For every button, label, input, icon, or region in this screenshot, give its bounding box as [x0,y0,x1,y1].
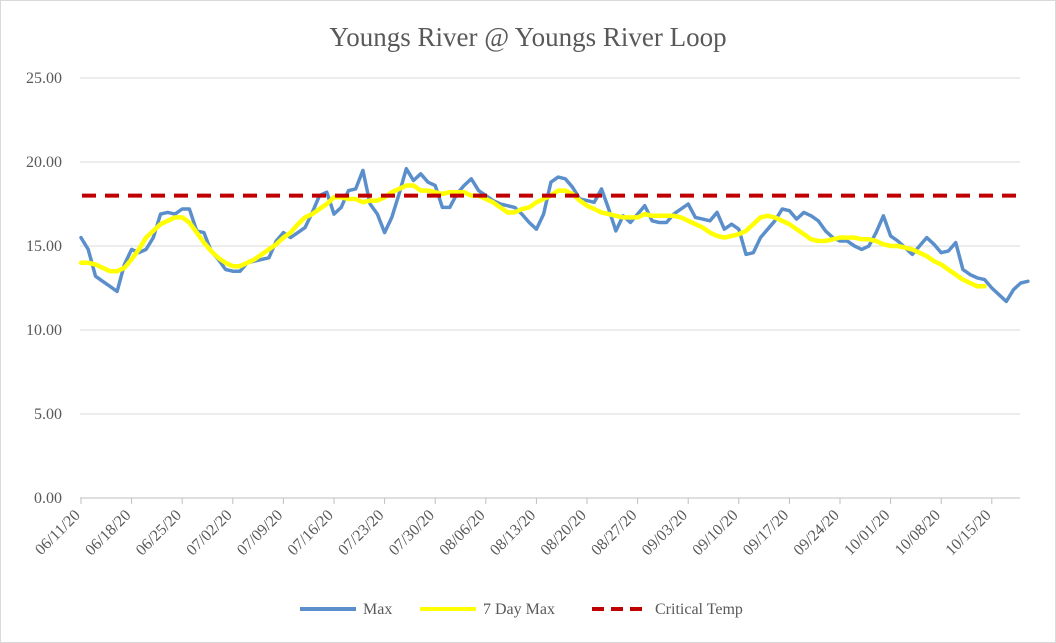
y-tick-label: 0.00 [34,490,62,507]
x-tick-label: 07/30/20 [386,507,438,559]
x-tick-label: 07/09/20 [234,507,286,559]
y-tick-label: 25.00 [26,70,62,87]
x-tick-label: 10/15/20 [942,507,994,559]
x-tick-label: 08/06/20 [436,507,488,559]
y-tick-label: 10.00 [26,322,62,339]
legend-critical-temp-label: Critical Temp [655,601,743,618]
x-tick-label: 08/27/20 [588,507,640,559]
axes: 0.00 5.00 10.00 15.00 20.00 25.00 06/11/2006/1… [26,70,1020,559]
x-tick-label: 06/11/20 [32,507,84,559]
legend-7-day-max-label: 7 Day Max [483,601,555,618]
x-tick-label: 08/13/20 [487,507,539,559]
x-tick-label: 08/20/20 [538,507,590,559]
x-tick-label: 10/01/20 [841,507,893,559]
legend: Max 7 Day Max Critical Temp [300,601,743,618]
x-tick-label: 09/10/20 [689,507,741,559]
x-tick-label: 07/02/20 [183,507,235,559]
x-tick-label: 09/24/20 [791,507,843,559]
y-tick-label: 5.00 [34,406,62,423]
series-lines [78,166,1030,304]
x-tick-label: 09/17/20 [740,507,792,559]
y-tick-label: 15.00 [26,238,62,255]
gridlines [80,77,1020,415]
legend-max-label: Max [363,601,392,618]
chart-title: Youngs River @ Youngs River Loop [329,22,726,52]
series-max-line [79,166,1030,304]
x-tick-label: 09/03/20 [639,507,691,559]
x-tick-label: 06/25/20 [133,507,185,559]
x-tick-label: 06/18/20 [82,507,134,559]
x-tick-label: 07/16/20 [285,507,337,559]
series-7-day-max-line [78,183,987,289]
y-tick-label: 20.00 [26,154,62,171]
x-tick-label: 10/08/20 [892,507,944,559]
x-tick-label: 07/23/20 [335,507,387,559]
